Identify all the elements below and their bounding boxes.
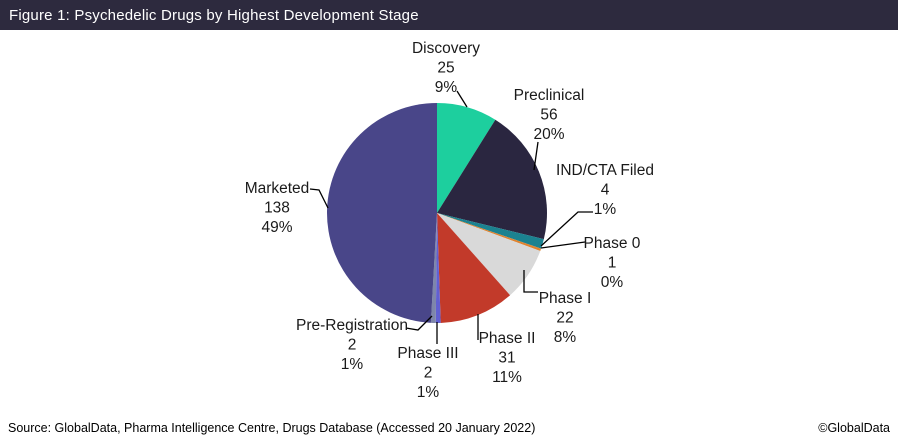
- slice-label-pre-registration-value: 2: [348, 337, 357, 354]
- pie-slice-phase-1: [437, 213, 541, 296]
- figure-title-bar: Figure 1: Psychedelic Drugs by Highest D…: [0, 0, 898, 30]
- slice-label-discovery-name: Discovery: [412, 40, 480, 57]
- slice-label-marketed-name: Marketed: [245, 180, 310, 197]
- slice-label-phase-1-name: Phase I: [539, 290, 592, 307]
- slice-label-phase-0-value: 1: [608, 255, 617, 272]
- pie-slice-ind-cta-filed: [437, 213, 544, 249]
- leader-line-ind-cta-filed: [540, 211, 593, 247]
- pie-slice-phase-0: [437, 213, 542, 251]
- slice-label-marketed-pct: 49%: [261, 219, 292, 236]
- slice-label-preclinical-name: Preclinical: [514, 87, 585, 104]
- slice-label-phase-3-value: 2: [424, 365, 433, 382]
- slice-label-pre-registration-pct: 1%: [341, 356, 364, 373]
- pie-slice-phase-2: [437, 213, 511, 323]
- leader-line-discovery: [456, 90, 468, 108]
- slice-label-phase-1-pct: 8%: [554, 329, 577, 346]
- slice-label-preclinical-value: 56: [540, 107, 557, 124]
- figure-title: Figure 1: Psychedelic Drugs by Highest D…: [9, 6, 419, 24]
- slice-label-ind-cta-filed-pct: 1%: [594, 201, 617, 218]
- slice-label-marketed-value: 138: [264, 200, 290, 217]
- figure-footer: Source: GlobalData, Pharma Intelligence …: [0, 410, 898, 445]
- slice-label-phase-3-name: Phase III: [397, 345, 458, 362]
- leader-line-preclinical: [533, 141, 539, 171]
- slice-label-pre-registration-name: Pre-Registration: [296, 317, 408, 334]
- pie-slice-pre-registration: [430, 213, 437, 323]
- pie-slice-preclinical: [437, 119, 547, 240]
- pie-slice-phase-3: [435, 213, 441, 323]
- slice-label-phase-2-pct: 11%: [492, 369, 522, 386]
- slice-label-phase-0-pct: 0%: [601, 274, 624, 291]
- slice-label-discovery-pct: 9%: [435, 79, 458, 96]
- copyright-note: ©GlobalData: [818, 420, 890, 435]
- source-note: Source: GlobalData, Pharma Intelligence …: [8, 420, 536, 435]
- leader-line-phase-0: [540, 241, 586, 249]
- slice-label-phase-2-name: Phase II: [479, 330, 536, 347]
- slice-label-ind-cta-filed-name: IND/CTA Filed: [556, 162, 654, 179]
- slice-label-discovery-value: 25: [437, 60, 454, 77]
- slice-label-phase-1-value: 22: [556, 310, 573, 327]
- slice-label-ind-cta-filed-value: 4: [601, 182, 610, 199]
- slice-label-phase-0-name: Phase 0: [584, 235, 641, 252]
- slice-label-preclinical-pct: 20%: [533, 126, 564, 143]
- leader-line-marketed: [309, 188, 329, 209]
- chart-region: Discovery 25 9% Preclinical 56 20% IND/CTA Fil…: [0, 30, 898, 410]
- leader-line-pre-registration: [405, 315, 433, 331]
- pie-slice-discovery: [437, 103, 496, 213]
- leader-line-phase-1: [523, 270, 538, 293]
- pie-slice-marketed: [327, 103, 437, 323]
- slice-label-phase-3-pct: 1%: [417, 384, 440, 401]
- slice-label-phase-2-value: 31: [498, 350, 515, 367]
